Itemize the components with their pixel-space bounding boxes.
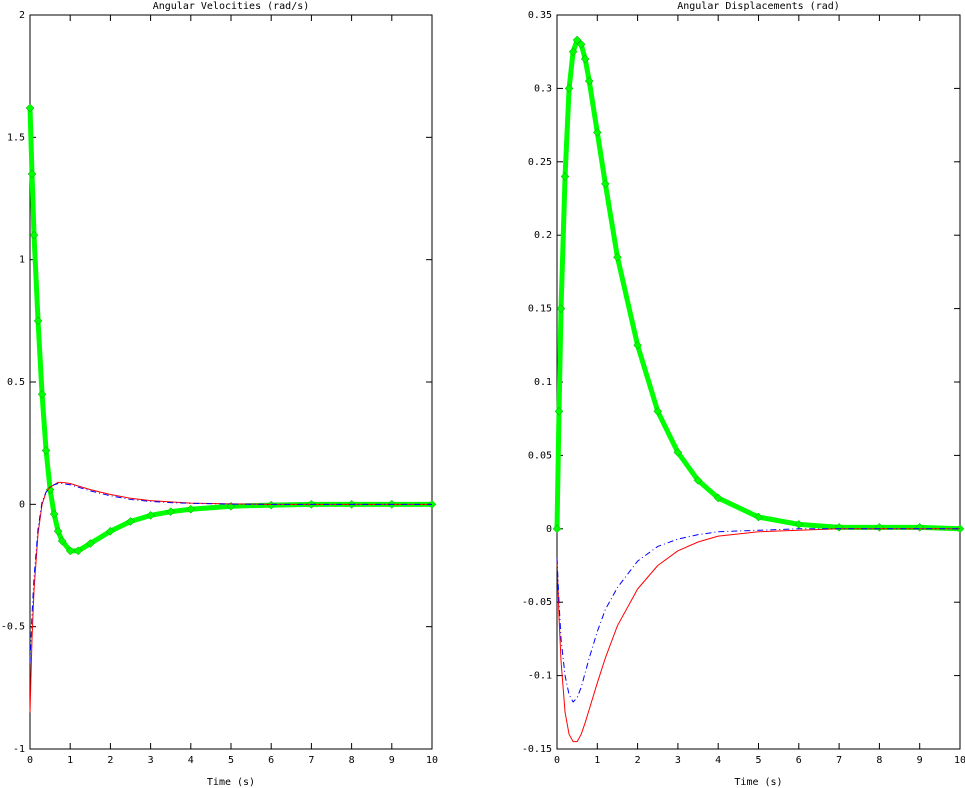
point-marker [653,407,663,416]
point-marker [754,512,763,522]
point-marker [166,507,176,517]
x-tick-label: 0 [554,755,560,766]
x-tick-label: 3 [675,755,681,766]
point-marker [601,179,610,189]
x-tick-label: 1 [594,755,600,766]
x-axis-label: Time (s) [734,777,782,788]
point-marker [49,509,59,519]
point-marker [37,389,47,399]
x-tick-label: 6 [268,755,274,766]
series-line [29,481,432,713]
point-marker [564,84,574,93]
point-marker [613,252,622,262]
point-marker [85,539,95,548]
x-tick-label: 5 [228,755,234,766]
point-marker [186,504,196,514]
point-marker [57,536,67,546]
y-tick-label: 0.25 [528,157,552,168]
x-tick-label: 8 [876,755,882,766]
point-marker [568,47,578,57]
point-marker [266,500,276,510]
series-line [556,528,960,743]
x-tick-label: 9 [917,755,923,766]
y-tick-label: 1.5 [7,132,25,143]
plot-frame [556,14,961,750]
point-marker [552,524,562,534]
y-tick-label: 0.1 [534,377,552,388]
point-marker [45,485,55,495]
point-marker [580,54,590,64]
point-marker [673,448,683,457]
y-tick-label: 0.5 [7,377,25,388]
x-tick-label: 4 [188,755,194,766]
series-line [554,37,961,532]
plot-frame [29,14,433,750]
point-marker [693,476,703,485]
series-line [29,483,432,664]
series-line [27,107,432,554]
x-tick-label: 5 [755,755,761,766]
point-marker [29,230,39,240]
x-tick-label: 2 [107,755,113,766]
point-marker [592,128,602,137]
x-tick-label: 4 [715,755,721,766]
x-axis-label: Time (s) [207,777,255,788]
point-marker [915,522,925,532]
point-marker [73,546,83,556]
point-marker [713,493,723,503]
x-tick-label: 9 [389,755,395,766]
x-tick-label: 8 [349,755,355,766]
y-tick-label: 1 [19,255,25,266]
y-tick-label: 0.05 [528,450,552,461]
chart-title: Angular Displacements (rad) [677,1,840,12]
chart-title: Angular Velocities (rad/s) [153,1,310,12]
point-marker [126,517,135,526]
point-marker [41,446,51,455]
point-marker [556,304,566,313]
x-tick-label: 1 [67,755,73,766]
point-marker [33,316,43,326]
y-tick-label: 0 [19,499,25,510]
y-tick-label: 0.2 [534,230,552,241]
point-marker [834,522,844,532]
point-marker [572,35,582,45]
y-tick-label: -0.05 [522,597,552,608]
point-marker [25,103,35,113]
y-tick-label: 0.35 [528,10,552,21]
x-tick-label: 2 [635,755,641,766]
point-marker [146,510,155,520]
y-tick-label: 0 [546,524,552,535]
point-marker [875,522,884,532]
point-marker [106,526,115,536]
x-tick-label: 3 [148,755,154,766]
point-marker [560,172,570,181]
x-tick-label: 7 [836,755,842,766]
point-marker [576,40,586,49]
x-tick-label: 7 [308,755,314,766]
point-marker [633,340,642,350]
y-tick-label: -0.15 [522,744,552,755]
series-line [556,528,960,703]
point-marker [53,526,63,536]
point-marker [554,407,564,416]
y-tick-label: -0.1 [528,671,552,682]
x-tick-label: 10 [954,755,965,766]
x-tick-label: 6 [796,755,802,766]
point-marker [27,169,37,179]
y-tick-label: 2 [19,10,25,21]
point-marker [65,546,75,556]
y-tick-label: -1 [13,744,25,755]
x-tick-label: 0 [27,755,33,766]
y-tick-label: 0.15 [528,304,552,315]
x-tick-label: 10 [426,755,438,766]
y-tick-label: 0.3 [534,83,552,94]
y-tick-label: -0.5 [1,622,25,633]
point-marker [584,76,594,86]
